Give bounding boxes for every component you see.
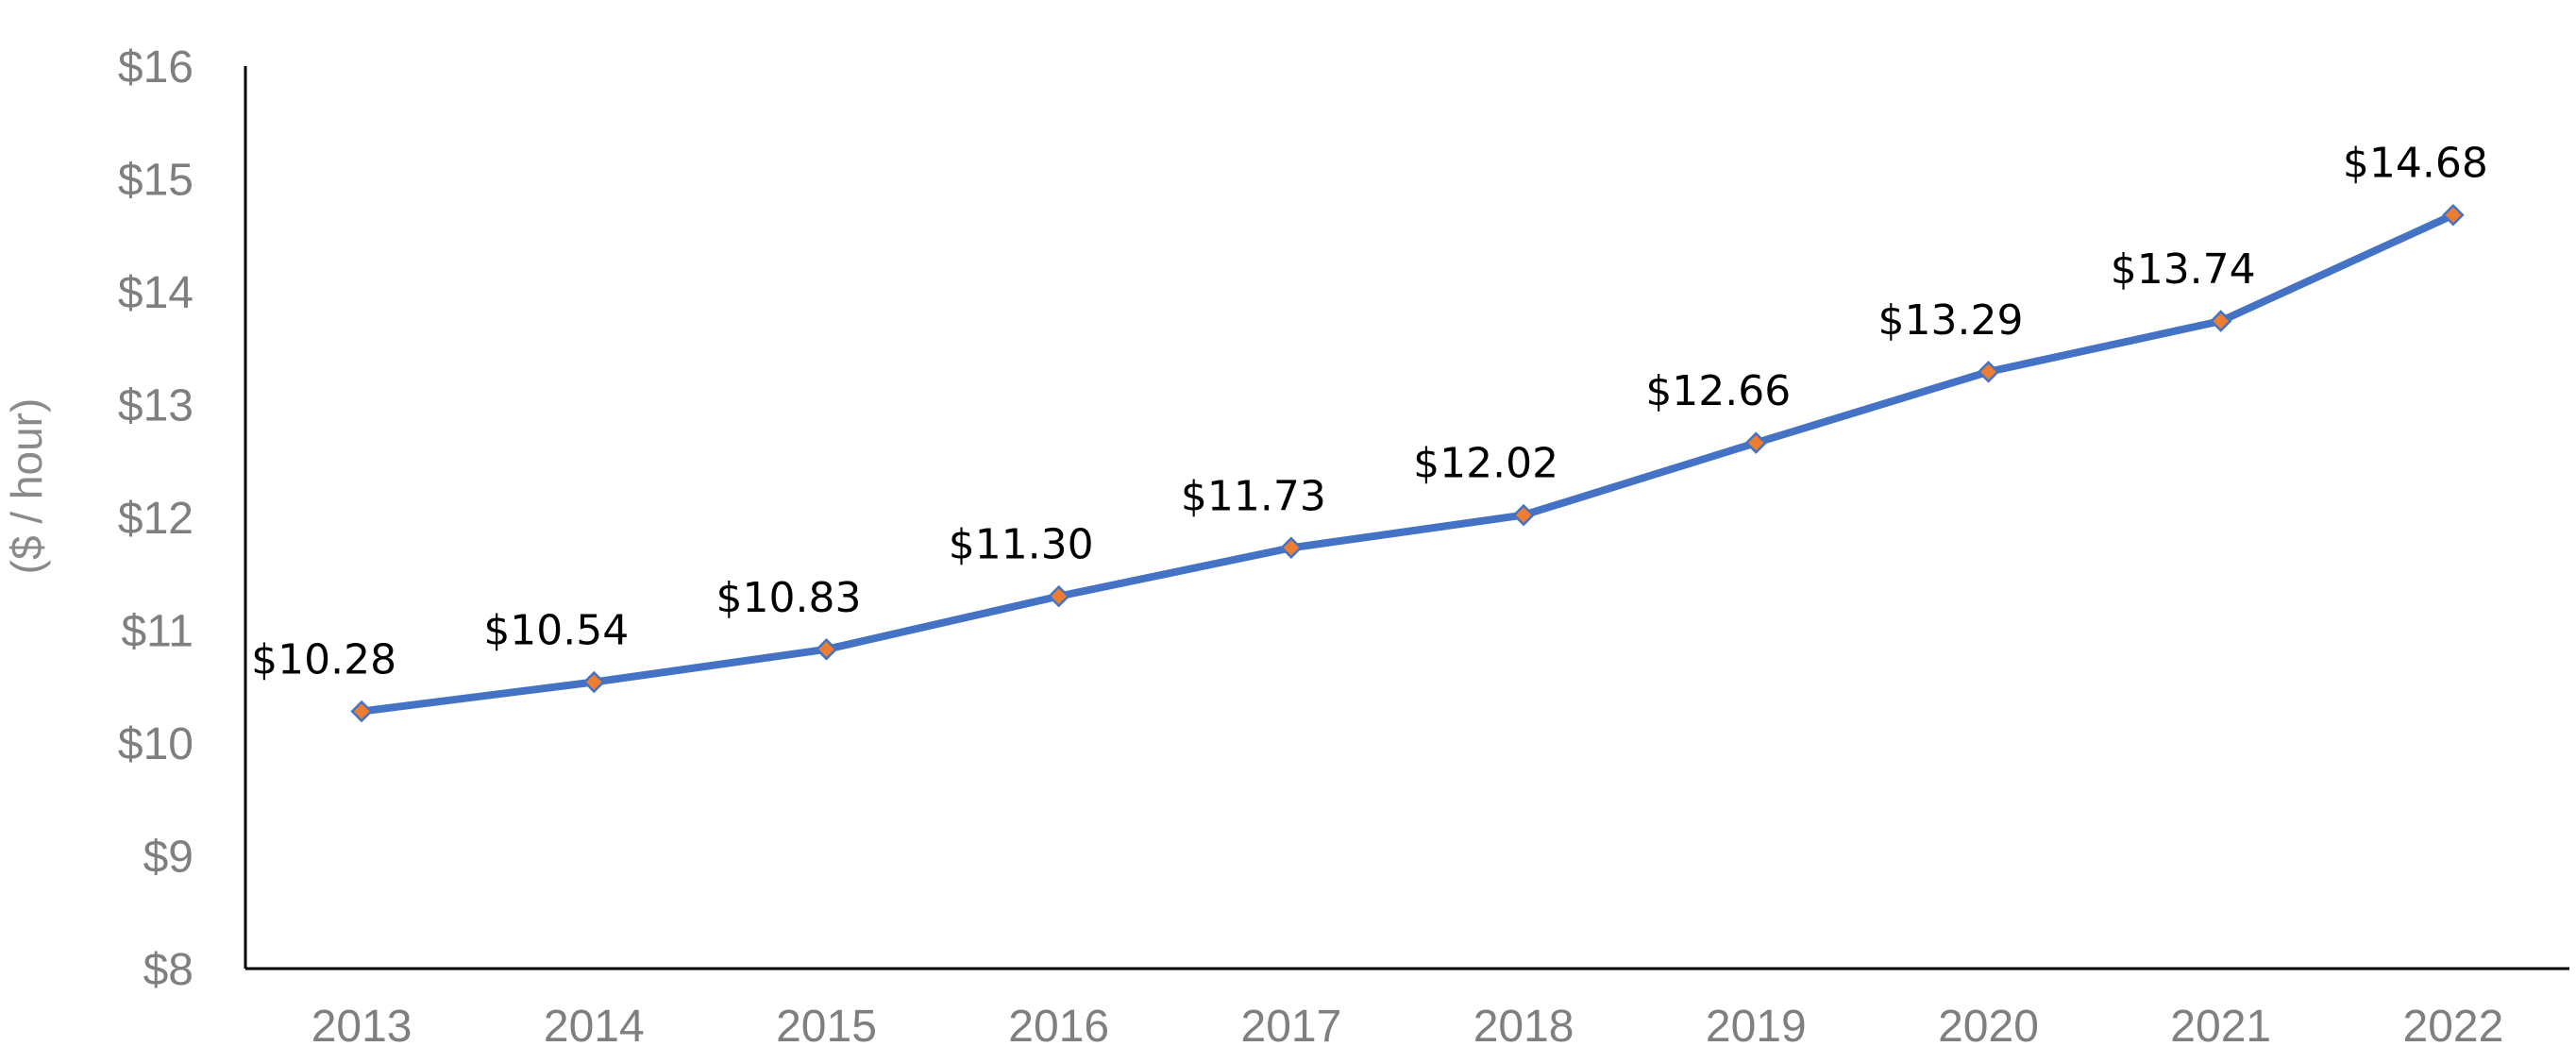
data-label: $12.02 (1413, 440, 1558, 488)
y-tick-label: $14 (118, 268, 194, 318)
data-label: $10.28 (251, 636, 396, 684)
x-tick-label: 2022 (2403, 1002, 2504, 1052)
y-tick-labels: $8 $9 $10 $11 $12 $13 $14 $15 $16 (118, 42, 194, 995)
axes (244, 66, 2569, 970)
data-point-marker (815, 638, 838, 661)
data-point-marker (1512, 503, 1535, 527)
data-labels: $10.28 $10.54 $10.83 $11.30 $11.73 $12.02 $12.… (251, 140, 2488, 684)
data-label: $11.30 (949, 521, 1094, 569)
data-label: $10.54 (483, 606, 629, 654)
series-line (358, 211, 2457, 716)
data-point-marker (1744, 431, 1768, 454)
y-tick-label: $12 (118, 494, 194, 544)
x-tick-labels: 2013 2014 2015 2016 2017 2018 2019 2020 2021 2022 (311, 1002, 2504, 1052)
data-point-marker (2209, 310, 2232, 332)
x-tick-label: 2020 (1938, 1002, 2039, 1052)
y-tick-label: $15 (118, 156, 194, 206)
x-tick-label: 2015 (776, 1002, 877, 1052)
y-tick-label: $13 (118, 381, 194, 431)
data-point-marker (1047, 584, 1070, 608)
x-tick-label: 2021 (2170, 1002, 2271, 1052)
data-label: $14.68 (2343, 140, 2488, 188)
data-label: $11.73 (1181, 472, 1326, 520)
data-label: $13.74 (2111, 245, 2256, 294)
y-tick-label: $10 (118, 719, 194, 769)
y-tick-label: $16 (118, 42, 194, 93)
y-tick-label: $8 (143, 945, 194, 995)
y-axis-title: ($ / hour) (2, 398, 51, 575)
x-tick-label: 2018 (1473, 1002, 1574, 1052)
data-label: $13.29 (1878, 296, 2024, 345)
y-tick-label: $9 (143, 833, 194, 883)
data-label: $12.66 (1645, 367, 1791, 415)
x-tick-label: 2019 (1706, 1002, 1807, 1052)
x-tick-label: 2013 (311, 1002, 412, 1052)
data-label: $10.83 (716, 574, 862, 622)
x-tick-label: 2016 (1008, 1002, 1109, 1052)
data-point-marker (2442, 203, 2465, 227)
data-point-marker (582, 670, 606, 694)
x-tick-label: 2017 (1241, 1002, 1342, 1052)
y-tick-label: $11 (121, 607, 194, 657)
data-point-marker (1977, 361, 2000, 383)
data-point-marker (350, 700, 373, 723)
series (350, 203, 2465, 723)
x-tick-label: 2014 (544, 1002, 645, 1052)
data-point-marker (1280, 536, 1303, 560)
